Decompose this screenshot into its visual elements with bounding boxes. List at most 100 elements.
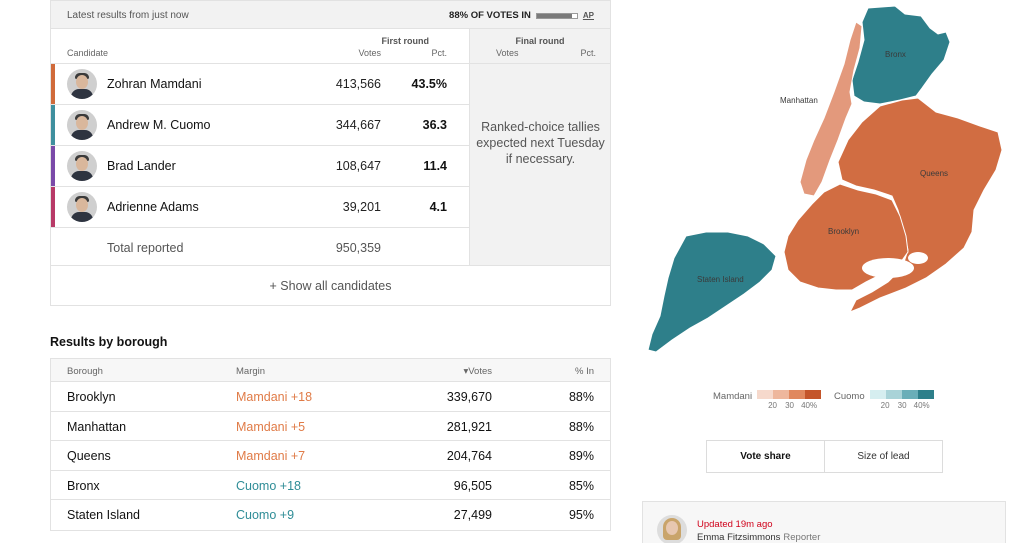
- candidate-name: Adrienne Adams: [107, 200, 199, 214]
- borough-row: Bronx Cuomo +18 96,505 85%: [51, 471, 610, 500]
- legend-swatch: [789, 390, 806, 399]
- reporter-byline: Emma Fitzsimmons Reporter: [697, 532, 820, 543]
- borough-margin: Mamdani +7: [236, 449, 306, 463]
- legend-mamdani-swatches: [757, 390, 822, 399]
- map-label-brooklyn: Brooklyn: [828, 227, 859, 236]
- legend-swatch: [917, 390, 934, 399]
- candidate-row: Andrew M. Cuomo 344,667 36.3: [51, 105, 469, 146]
- reporter-name[interactable]: Emma Fitzsimmons: [697, 532, 781, 543]
- candidate-votes: 344,667: [335, 118, 381, 132]
- borough-pct-in: 95%: [568, 508, 594, 522]
- legend-tick: 20: [768, 401, 777, 410]
- legend-cuomo-label: Cuomo: [834, 391, 865, 402]
- candidate-votes: 108,647: [335, 159, 381, 173]
- candidate-row: Adrienne Adams 39,201 4.1: [51, 187, 469, 228]
- candidate-pct: 36.3: [422, 118, 447, 132]
- borough-name: Brooklyn: [67, 390, 116, 404]
- header-first-round: First round: [381, 36, 430, 46]
- candidate-votes: 413,566: [335, 77, 381, 91]
- candidate-votes: 39,201: [342, 200, 381, 214]
- ap-source-link[interactable]: AP: [582, 11, 594, 20]
- votes-in-indicator: 88% OF VOTES IN AP: [449, 10, 594, 21]
- header-pct: Pct.: [431, 48, 447, 58]
- final-round-panel: Final round Votes Pct. Ranked-choice tal…: [469, 29, 610, 265]
- legend-tick: 20: [880, 401, 890, 410]
- map-borough-queens[interactable]: [837, 97, 1003, 313]
- legend-mamdani: Mamdani 20 30 40%: [713, 390, 822, 411]
- header-candidate: Candidate: [67, 48, 109, 58]
- candidate-pct: 11.4: [423, 159, 447, 173]
- legend-swatch: [869, 390, 886, 399]
- legend-swatch: [757, 390, 774, 399]
- map-mode-toggle: Vote share Size of lead: [706, 440, 943, 473]
- legend-tick: 30: [897, 401, 907, 410]
- header-votes: Votes: [358, 48, 381, 58]
- final-round-pct-header: Pct.: [580, 48, 596, 58]
- legend-swatch: [885, 390, 902, 399]
- total-reported-votes: 950,359: [335, 241, 381, 255]
- reporting-progress-bar: [535, 12, 578, 19]
- map-label-bronx: Bronx: [885, 50, 906, 59]
- map-label-staten-island: Staten Island: [697, 275, 744, 284]
- borough-margin: Mamdani +18: [236, 390, 313, 404]
- map-label-manhattan: Manhattan: [780, 96, 818, 105]
- show-all-candidates-button[interactable]: + Show all candidates: [51, 265, 610, 305]
- borough-margin: Cuomo +9: [236, 508, 295, 522]
- borough-votes: 27,499: [453, 508, 492, 522]
- borough-votes: 281,921: [446, 419, 492, 434]
- candidate-name: Zohran Mamdani: [107, 77, 202, 91]
- legend-tick: 40%: [801, 401, 818, 410]
- borough-votes: 204,764: [446, 449, 492, 463]
- map-borough-bronx[interactable]: [851, 5, 951, 105]
- borough-row: Staten Island Cuomo +9 27,499 95%: [51, 500, 610, 530]
- legend-swatch: [901, 390, 918, 399]
- borough-pct-in: 89%: [568, 449, 594, 463]
- legend-tick: 30: [785, 401, 794, 410]
- header-margin[interactable]: Margin: [236, 366, 266, 377]
- candidate-row: Brad Lander 108,647 11.4: [51, 146, 469, 187]
- ranked-choice-note: Ranked-choice tallies expected next Tues…: [476, 120, 605, 166]
- legend-cuomo: Cuomo 20 30 40%: [834, 390, 934, 411]
- borough-votes: 339,670: [446, 390, 492, 404]
- borough-row: Manhattan Mamdani +5 281,921 88%: [51, 412, 610, 441]
- total-reported-row: Total reported 950,359: [51, 228, 469, 268]
- candidate-avatar: [67, 192, 97, 222]
- legend-swatch: [805, 390, 822, 399]
- candidate-pct: 4.1: [429, 200, 447, 214]
- reporter-role: Reporter: [783, 532, 821, 543]
- header-votes-sorted[interactable]: ▾Votes: [463, 366, 492, 377]
- candidate-pct: 43.5%: [411, 77, 447, 91]
- borough-name: Manhattan: [67, 419, 127, 434]
- reporting-progress-fill: [536, 13, 573, 18]
- size-of-lead-button[interactable]: Size of lead: [857, 451, 910, 462]
- borough-table-header: Borough Margin ▾Votes % In: [51, 359, 610, 382]
- map-water-patch: [908, 252, 928, 264]
- candidate-avatar: [67, 69, 97, 99]
- vote-share-button[interactable]: Vote share: [707, 441, 825, 472]
- legend-swatch: [773, 390, 790, 399]
- nyc-borough-map[interactable]: Bronx Manhattan Queens Brooklyn Staten I…: [640, 0, 1024, 365]
- borough-votes: 96,505: [453, 478, 492, 493]
- map-water-jamaica-bay: [862, 258, 914, 278]
- legend-cuomo-ticks: 20 30 40%: [870, 401, 934, 411]
- legend-mamdani-ticks: 20 30 40%: [757, 401, 821, 411]
- candidate-table: Candidate First round Votes Pct. Zohran …: [51, 29, 469, 268]
- borough-margin: Cuomo +18: [236, 478, 301, 493]
- borough-table: Borough Margin ▾Votes % In Brooklyn Mamd…: [50, 358, 611, 531]
- borough-pct-in: 88%: [568, 419, 594, 434]
- final-round-header: Final round Votes Pct.: [470, 29, 610, 64]
- header-pct-in[interactable]: % In: [574, 366, 594, 377]
- latest-results-text: Latest results from just now: [67, 10, 189, 21]
- borough-name: Bronx: [67, 478, 100, 493]
- map-borough-manhattan[interactable]: [799, 21, 863, 197]
- candidate-name: Andrew M. Cuomo: [107, 118, 211, 132]
- borough-name: Queens: [67, 449, 111, 463]
- final-round-title: Final round: [515, 36, 565, 46]
- borough-results-title: Results by borough: [50, 335, 168, 349]
- candidate-table-header: Candidate First round Votes Pct.: [51, 29, 469, 64]
- candidate-color-bar: [51, 105, 55, 145]
- candidate-color-bar: [51, 187, 55, 227]
- header-borough[interactable]: Borough: [67, 366, 103, 377]
- map-borough-staten-island[interactable]: [647, 231, 777, 353]
- legend-tick: 40%: [913, 401, 930, 410]
